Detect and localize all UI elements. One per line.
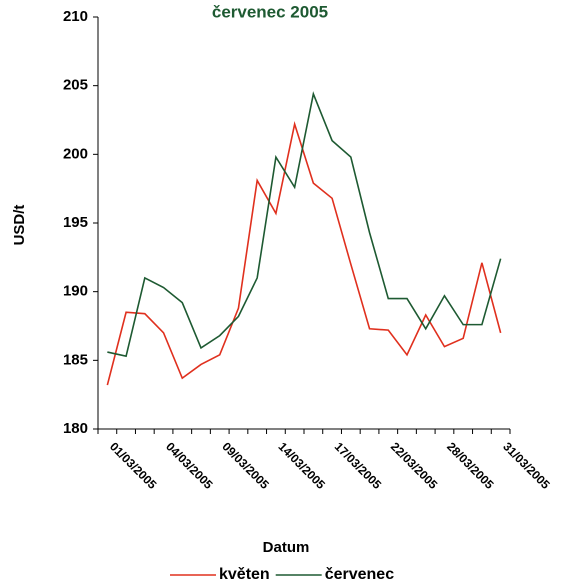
x-tick-label: 04/03/2005 — [163, 439, 216, 492]
x-tick-label: 17/03/2005 — [332, 439, 385, 492]
y-axis-label: USD/t — [11, 205, 28, 246]
y-tick-label: 210 — [63, 8, 88, 25]
chart-title: červenec 2005 — [212, 2, 328, 21]
y-tick-label: 200 — [63, 145, 88, 162]
legend-label: červenec — [325, 566, 394, 583]
y-tick-label: 185 — [63, 351, 88, 368]
y-tick-label: 190 — [63, 283, 88, 300]
x-tick-label: 28/03/2005 — [444, 439, 497, 492]
x-tick-label: 14/03/2005 — [276, 439, 329, 492]
series-line — [107, 91, 502, 358]
x-axis-label: Datum — [263, 539, 310, 556]
y-tick-label: 180 — [63, 420, 88, 437]
x-tick-label: 31/03/2005 — [500, 439, 553, 492]
x-tick-label: 01/03/2005 — [107, 439, 160, 492]
series-line — [106, 120, 502, 386]
y-tick-label: 195 — [63, 214, 88, 231]
x-tick-label: 09/03/2005 — [219, 439, 272, 492]
legend-label: květen — [219, 566, 270, 583]
x-tick-label: 22/03/2005 — [388, 439, 441, 492]
y-tick-label: 205 — [63, 77, 88, 94]
